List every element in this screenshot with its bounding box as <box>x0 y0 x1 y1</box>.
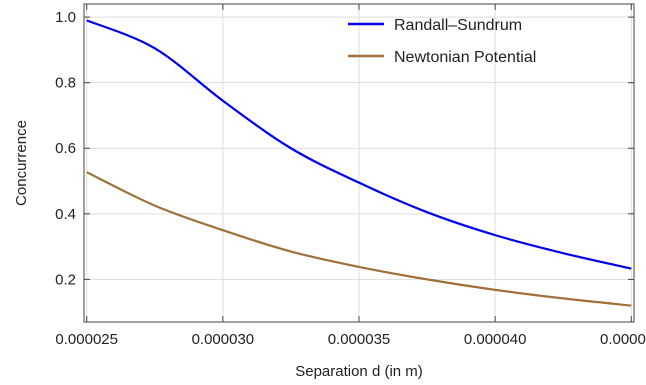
y-tick-label: 0.6 <box>55 140 76 157</box>
x-tick-label: 0.000025 <box>55 331 118 348</box>
x-tick-label: 0.000045 <box>600 331 646 348</box>
x-tick-label: 0.000030 <box>192 331 255 348</box>
y-tick-label: 0.2 <box>55 271 76 288</box>
x-axis-label: Separation d (in m) <box>295 363 423 380</box>
legend: Randall–Sundrum Newtonian Potential <box>348 17 536 66</box>
grid-lines <box>84 4 634 322</box>
y-tick-label: 0.4 <box>55 206 76 223</box>
y-tick-label: 1.0 <box>55 9 76 26</box>
y-axis-label: Concurrence <box>13 120 30 206</box>
legend-label-newtonian-potential: Newtonian Potential <box>394 49 536 66</box>
x-tick-label: 0.000040 <box>464 331 527 348</box>
y-tick-label: 0.8 <box>55 75 76 92</box>
x-tick-label: 0.000035 <box>328 331 391 348</box>
legend-label-randall-sundrum: Randall–Sundrum <box>394 17 522 34</box>
